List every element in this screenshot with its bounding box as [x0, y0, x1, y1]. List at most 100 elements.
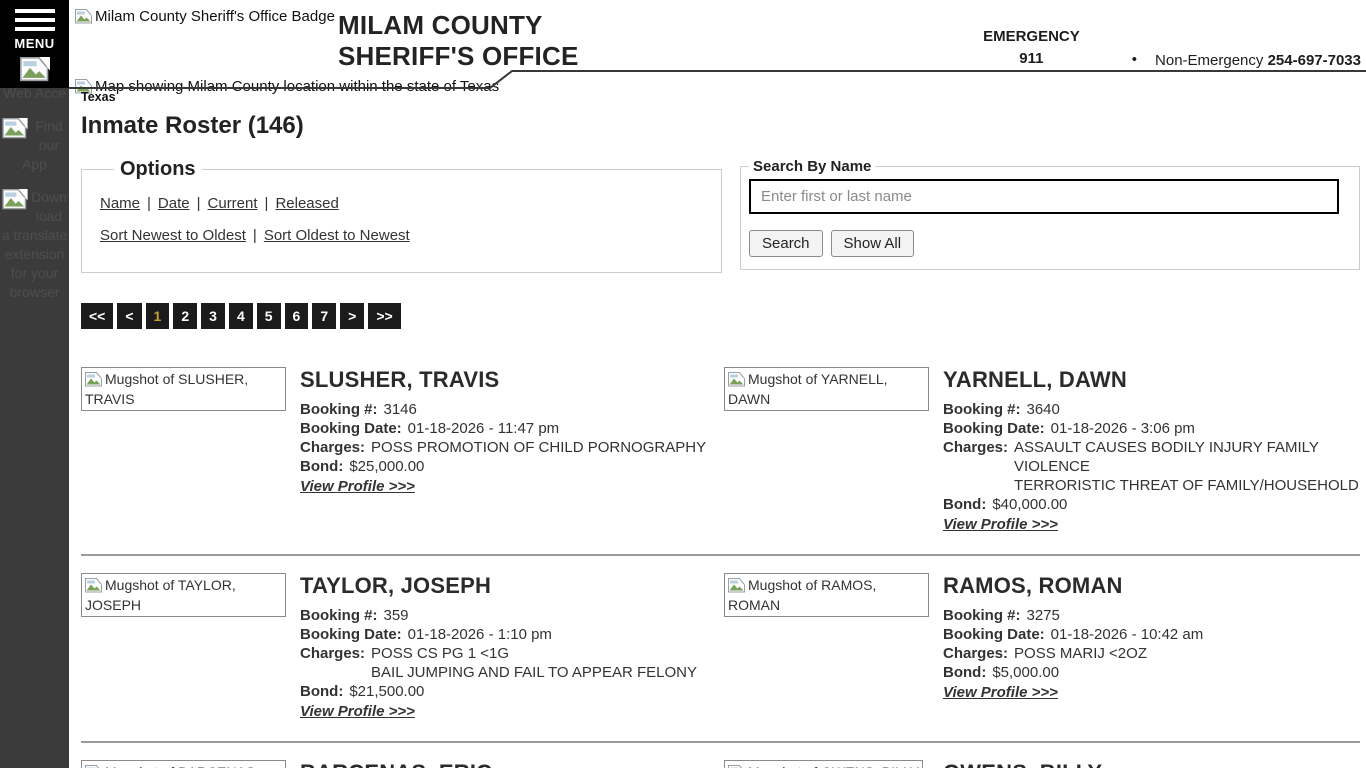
sidebar-item[interactable]: Web Acce [0, 57, 69, 103]
non-emergency-label: Non-Emergency [1155, 52, 1264, 69]
mugshot-column: Mugshot of RAMOS, ROMAN [724, 573, 931, 617]
header: Milam County Sheriff's Office Badge MILA… [69, 0, 1366, 104]
pagination-button[interactable]: << [81, 303, 114, 329]
detail-value: $40,000.00 [992, 496, 1068, 513]
view-profile-link[interactable]: View Profile >>> [943, 684, 1058, 701]
sidebar-item[interactable]: Find our App [0, 117, 69, 174]
pagination-button[interactable]: < [117, 303, 142, 329]
inmate-name: SLUSHER, TRAVIS [300, 367, 500, 392]
pagination-button[interactable]: 7 [312, 303, 337, 329]
show-all-button[interactable]: Show All [830, 230, 915, 257]
sort-links: Sort Newest to Oldest | Sort Oldest to New… [100, 227, 703, 244]
pagination-button[interactable]: 1 [145, 303, 170, 329]
mugshot-placeholder: Mugshot of TAYLOR, JOSEPH [81, 573, 286, 617]
broken-image-icon [85, 577, 103, 593]
badge-alt-text: Milam County Sheriff's Office Badge [95, 8, 335, 25]
filter-link[interactable]: Released [275, 195, 339, 212]
inmate-entry: Mugshot of YARNELL, DAWN YARNELL, DAWN Boo… [724, 367, 1360, 534]
inmate-detail-line: Booking Date: 01-18-2026 - 3:06 pm [943, 419, 1360, 438]
pagination-button[interactable]: >> [368, 303, 401, 329]
pagination-button[interactable]: > [340, 303, 365, 329]
detail-value: ASSAULT CAUSES BODILY INJURY FAMILY VIOL… [1014, 439, 1359, 494]
search-button[interactable]: Search [749, 230, 823, 257]
sort-link[interactable]: Sort Newest to Oldest [100, 227, 246, 244]
sidebar-item-label: Download a translate extension for your … [1, 189, 68, 300]
pagination-button[interactable]: 2 [173, 303, 198, 329]
page-title: Inmate Roster (146) [81, 112, 304, 139]
inmate-name: BARCENAS, ERIC [300, 760, 492, 768]
detail-label: Bond: [943, 664, 987, 681]
mugshot-placeholder: Mugshot of YARNELL, DAWN [724, 367, 929, 411]
view-profile-link[interactable]: View Profile >>> [943, 516, 1058, 533]
filter-link[interactable]: Current [207, 195, 258, 212]
detail-value: 359 [383, 607, 409, 624]
inmate-detail-line: Bond: $5,000.00 [943, 663, 1203, 682]
link-separator: | [264, 195, 269, 212]
sort-link[interactable]: Sort Oldest to Newest [263, 227, 410, 244]
inmate-info: TAYLOR, JOSEPH Booking #: 359 Booking Date:… [300, 573, 697, 721]
map-alt-text: Map showing Milam County location within… [95, 78, 500, 95]
detail-label: Booking #: [300, 607, 378, 624]
detail-label: Charges: [300, 439, 366, 456]
mugshot-alt-text: Mugshot of BARCENAS, ERIC [85, 764, 259, 768]
detail-value: 01-18-2026 - 11:47 pm [407, 420, 560, 437]
inmate-entry: Mugshot of BARCENAS, ERIC BARCENAS, ERIC [81, 760, 724, 768]
mugshot-alt-text: Mugshot of RAMOS, ROMAN [728, 577, 877, 613]
pagination-button[interactable]: 6 [284, 303, 309, 329]
inmate-detail-line: Booking #: 3275 [943, 606, 1203, 625]
broken-image-icon [19, 57, 50, 82]
view-profile-link[interactable]: View Profile >>> [300, 478, 415, 495]
inmate-detail-line: Booking #: 359 [300, 606, 697, 625]
mugshot-alt-text: Mugshot of OWENS, BILLY [748, 764, 919, 768]
search-panel: Search By Name Search Show All [740, 158, 1360, 270]
broken-image-icon [75, 8, 93, 24]
inmate-detail-line: Bond: $25,000.00 [300, 457, 706, 476]
filter-link[interactable]: Name [100, 195, 141, 212]
search-legend: Search By Name [753, 158, 872, 175]
view-profile-link[interactable]: View Profile >>> [300, 703, 415, 720]
inmate-detail-line: Bond: $21,500.00 [300, 682, 697, 701]
search-input[interactable] [749, 179, 1339, 214]
inmate-name: OWENS, BILLY [943, 760, 1102, 768]
detail-value: 01-18-2026 - 10:42 am [1050, 626, 1204, 643]
pagination-button[interactable]: 4 [228, 303, 253, 329]
inmate-detail-line: Charges: ASSAULT CAUSES BODILY INJURY FAM… [943, 438, 1360, 495]
options-panel: Options Name | Date | Current | Released Sort … [81, 158, 722, 273]
map-image-placeholder: Map showing Milam County location within… [75, 78, 499, 95]
mugshot-column: Mugshot of BARCENAS, ERIC [81, 760, 288, 768]
inmate-info: SLUSHER, TRAVIS Booking #: 3146 Booking Dat… [300, 367, 706, 496]
emergency-contact: EMERGENCY 911 • Non-Emergency 254-697-70… [983, 26, 1361, 70]
link-separator: | [196, 195, 201, 212]
mugshot-alt-text: Mugshot of SLUSHER, TRAVIS [85, 371, 249, 407]
filter-link[interactable]: Date [157, 195, 190, 212]
row-separator [81, 554, 1360, 556]
inmate-entry: Mugshot of SLUSHER, TRAVIS SLUSHER, TRAVI… [81, 367, 724, 534]
sidebar-item-label: Web Acce [3, 85, 66, 101]
detail-value: $5,000.00 [992, 664, 1060, 681]
sidebar-items: Web Acce Find our App Download a translate… [0, 57, 69, 316]
detail-value: POSS PROMOTION OF CHILD PORNOGRAPHY [371, 439, 707, 456]
broken-image-icon [728, 371, 746, 387]
detail-label: Charges: [943, 645, 1009, 662]
inmate-name: YARNELL, DAWN [943, 367, 1127, 392]
inmate-detail-line: Charges: POSS CS PG 1 <1G BAIL JUMPING AND… [300, 644, 697, 682]
inmate-name: TAYLOR, JOSEPH [300, 573, 492, 598]
pagination-button[interactable]: 5 [256, 303, 281, 329]
detail-label: Bond: [300, 683, 344, 700]
detail-value: 3275 [1026, 607, 1060, 624]
inmate-info: BARCENAS, ERIC [300, 760, 492, 768]
mugshot-column: Mugshot of OWENS, BILLY [724, 760, 931, 768]
detail-label: Charges: [300, 645, 366, 662]
menu-button[interactable]: MENU [0, 0, 69, 51]
menu-label: MENU [14, 36, 55, 51]
site-title-line2: SHERIFF'S OFFICE [338, 41, 579, 71]
inmate-entry: Mugshot of TAYLOR, JOSEPH TAYLOR, JOSEPH B… [81, 573, 724, 721]
inmate-entry: Mugshot of OWENS, BILLY OWENS, BILLY [724, 760, 1360, 768]
detail-label: Booking #: [943, 401, 1021, 418]
detail-value: $25,000.00 [349, 458, 425, 475]
inmate-info: YARNELL, DAWN Booking #: 3640 Booking Date:… [943, 367, 1360, 534]
detail-value: $21,500.00 [349, 683, 425, 700]
sidebar-item[interactable]: Download a translate extension for your … [0, 188, 69, 302]
detail-value: 3640 [1026, 401, 1060, 418]
pagination-button[interactable]: 3 [201, 303, 225, 329]
